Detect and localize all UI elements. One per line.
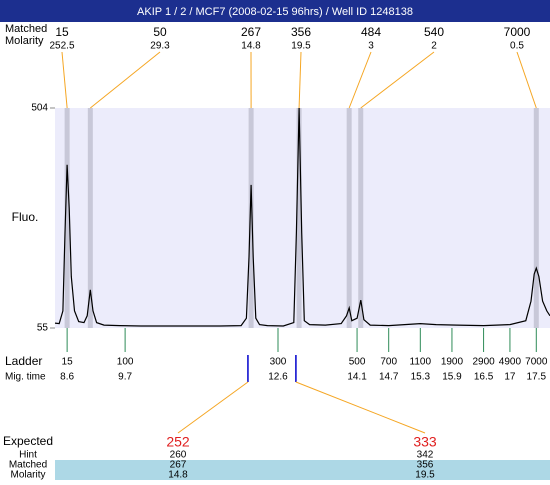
expected-leader <box>296 382 425 433</box>
row-label: Matched <box>5 23 47 35</box>
peak-molarity: 2 <box>431 41 437 52</box>
row-label: Mig. time <box>5 372 46 383</box>
peak-molarity: 0.5 <box>510 41 524 52</box>
peak-molarity: 29.3 <box>150 41 170 52</box>
ladder-time: 9.7 <box>118 372 132 383</box>
ladder-time: 14.7 <box>379 372 399 383</box>
chart-title: AKIP 1 / 2 / MCF7 (2008-02-15 96hrs) / W… <box>137 6 413 18</box>
ladder-time: 15.3 <box>411 372 431 383</box>
expected-value: 333 <box>413 434 437 450</box>
peak-leader <box>517 52 536 108</box>
peak-size: 484 <box>361 25 381 39</box>
ladder-size: 1100 <box>410 357 432 368</box>
ladder-size: 700 <box>380 357 397 368</box>
peak-band <box>534 108 539 328</box>
y-axis-label: Fluo. <box>12 210 39 224</box>
peak-molarity: 19.5 <box>291 41 311 52</box>
peak-band <box>358 108 363 328</box>
ladder-size: 1900 <box>441 357 464 368</box>
ladder-size: 15 <box>62 357 74 368</box>
ladder-size: 2900 <box>472 357 495 368</box>
peak-band <box>347 108 352 328</box>
ladder-size: 100 <box>117 357 134 368</box>
peak-leader <box>299 52 301 108</box>
molarity-value: 14.8 <box>168 470 188 480</box>
expected-leader <box>178 382 248 433</box>
peak-molarity: 252.5 <box>49 41 74 52</box>
ladder-size: 4900 <box>499 357 522 368</box>
peak-size: 540 <box>424 25 444 39</box>
ladder-size: 500 <box>349 357 366 368</box>
row-label: Ladder <box>5 354 42 368</box>
molarity-value: 19.5 <box>415 470 435 480</box>
y-tick-label: 504 <box>31 103 48 114</box>
ladder-size: 300 <box>270 357 287 368</box>
peak-leader <box>90 52 160 108</box>
ladder-time: 8.6 <box>60 372 74 383</box>
peak-molarity: 3 <box>368 41 374 52</box>
peak-leader <box>62 52 67 108</box>
expected-value: 252 <box>166 434 190 450</box>
peak-size: 7000 <box>504 25 531 39</box>
ladder-time: 17.5 <box>527 372 547 383</box>
peak-leader <box>349 52 371 108</box>
peak-molarity: 14.8 <box>241 41 261 52</box>
y-tick-label: 55 <box>37 323 49 334</box>
peak-band <box>249 108 254 328</box>
ladder-time: 17 <box>504 372 516 383</box>
peak-size: 267 <box>241 25 261 39</box>
peak-size: 50 <box>153 25 167 39</box>
peak-band <box>88 108 93 328</box>
plot-area <box>55 108 550 328</box>
row-label: Expected <box>3 434 53 448</box>
peak-leader <box>361 52 434 108</box>
ladder-time: 16.5 <box>474 372 494 383</box>
ladder-time: 14.1 <box>347 372 367 383</box>
ladder-time: 12.6 <box>268 372 288 383</box>
row-label: Molarity <box>5 35 44 47</box>
ladder-time: 15.9 <box>442 372 462 383</box>
peak-size: 15 <box>55 25 69 39</box>
peak-size: 356 <box>291 25 311 39</box>
ladder-size: 7000 <box>525 357 548 368</box>
matched-band <box>55 460 550 480</box>
row-label: Molarity <box>10 470 45 480</box>
